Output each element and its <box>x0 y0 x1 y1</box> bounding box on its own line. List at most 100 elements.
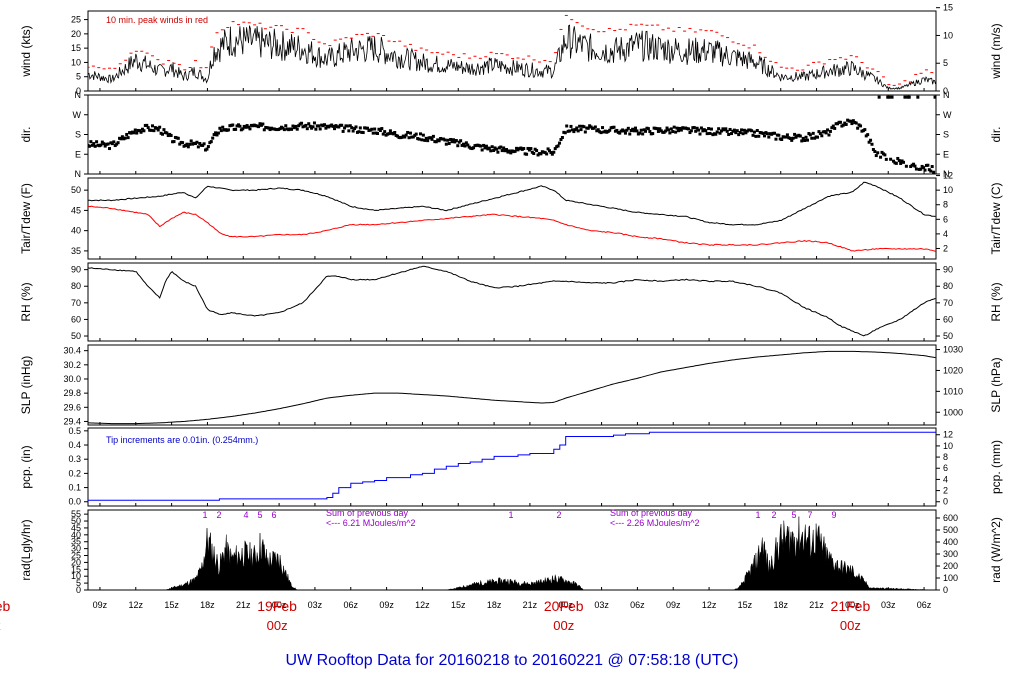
y-tick-label-right: N <box>943 169 950 179</box>
plot-area <box>88 516 936 590</box>
dir-point <box>608 128 612 132</box>
dir-point <box>357 130 361 134</box>
dir-point <box>132 131 136 135</box>
dir-point <box>267 126 271 130</box>
dir-point <box>579 128 583 132</box>
plot-area <box>88 265 936 337</box>
dir-point <box>333 127 337 131</box>
dir-point <box>351 129 355 133</box>
dir-point <box>444 142 448 146</box>
y-tick-label-right: 60 <box>943 314 953 324</box>
dir-point <box>582 125 586 129</box>
dir-point <box>238 124 242 128</box>
dir-point <box>751 133 755 137</box>
y-tick-label: 15 <box>71 564 81 574</box>
dir-point <box>631 127 635 131</box>
dir-point <box>218 126 222 130</box>
panel-frame <box>87 427 937 507</box>
dir-point <box>404 133 408 137</box>
dir-point <box>922 166 926 170</box>
dir-point <box>869 138 873 142</box>
dir-point <box>791 136 795 140</box>
y-tick-label: S <box>75 130 81 140</box>
dir-point <box>142 129 146 133</box>
dir-point <box>347 129 351 133</box>
y-tick-label: 35 <box>71 537 81 547</box>
dir-point <box>919 167 923 171</box>
dir-point <box>284 124 288 128</box>
panel-frame <box>87 10 937 92</box>
y-tick-label: 29.6 <box>63 402 81 412</box>
dir-point <box>282 128 286 132</box>
y-axis-label-right: Tair/Tdew (C) <box>989 182 1003 254</box>
dir-point <box>195 140 199 144</box>
dir-point <box>406 130 410 134</box>
dir-point <box>89 140 93 144</box>
dir-point <box>408 131 412 135</box>
dir-point <box>295 127 299 131</box>
dir-point <box>125 132 129 136</box>
dir-point <box>674 130 678 134</box>
radiation-marker: 9 <box>831 510 836 520</box>
dir-point <box>734 131 738 135</box>
x-tick-label: 03z <box>594 600 609 610</box>
y-tick-label-right: 600 <box>943 513 958 523</box>
dir-point <box>214 131 218 135</box>
dir-point <box>773 131 777 135</box>
dir-point <box>742 128 746 132</box>
dir-point <box>388 129 392 133</box>
dir-point <box>923 168 927 172</box>
dir-point <box>850 122 854 126</box>
dir-point <box>867 140 871 144</box>
y-tick-label-right: 1010 <box>943 386 963 396</box>
dir-point <box>757 134 761 138</box>
dir-point <box>196 145 200 149</box>
dir-point <box>431 134 435 138</box>
dir-point <box>314 127 318 131</box>
dir-point <box>902 160 906 164</box>
dir-point <box>638 131 642 135</box>
dir-point <box>615 128 619 132</box>
y-tick-label-right: 50 <box>943 331 953 341</box>
dir-point <box>744 131 748 135</box>
dir-point <box>479 144 483 148</box>
dir-point <box>378 128 382 132</box>
y-tick-label: 20 <box>71 557 81 567</box>
y-tick-label-right: 1030 <box>943 345 963 355</box>
dir-point <box>641 132 645 136</box>
day-sublabel: 00z <box>553 618 574 633</box>
y-tick-label: 15 <box>71 43 81 53</box>
dir-point <box>480 148 484 152</box>
panel-frame <box>87 344 937 426</box>
x-tick-label: 18z <box>487 600 502 610</box>
dir-point <box>558 141 562 145</box>
radiation-note: <--- 6.21 MJoules/m^2 <box>326 518 416 528</box>
series-line <box>88 205 936 252</box>
dir-point <box>873 150 877 154</box>
dir-point <box>824 131 828 135</box>
dir-point <box>300 121 304 125</box>
dir-point <box>492 149 496 153</box>
dir-point <box>120 135 124 139</box>
dir-point <box>457 140 461 144</box>
dir-point <box>499 145 503 149</box>
dir-point <box>790 138 794 142</box>
dir-point <box>305 127 309 131</box>
dir-point <box>234 127 238 131</box>
dir-point <box>761 131 765 135</box>
dir-point <box>138 129 142 133</box>
dir-point <box>490 145 494 149</box>
dir-point <box>341 129 345 133</box>
y-tick-label: 0.1 <box>68 483 81 493</box>
dir-point <box>186 145 190 149</box>
y-tick-label-right: 200 <box>943 561 958 571</box>
dir-point <box>150 124 154 128</box>
dir-point <box>820 134 824 138</box>
dir-point <box>717 127 721 131</box>
dir-point <box>373 127 377 131</box>
dir-point <box>676 129 680 133</box>
y-tick-label: 50 <box>71 516 81 526</box>
dir-point <box>884 157 888 161</box>
y-tick-label: 30.4 <box>63 346 81 356</box>
radiation-marker: 1 <box>202 510 207 520</box>
